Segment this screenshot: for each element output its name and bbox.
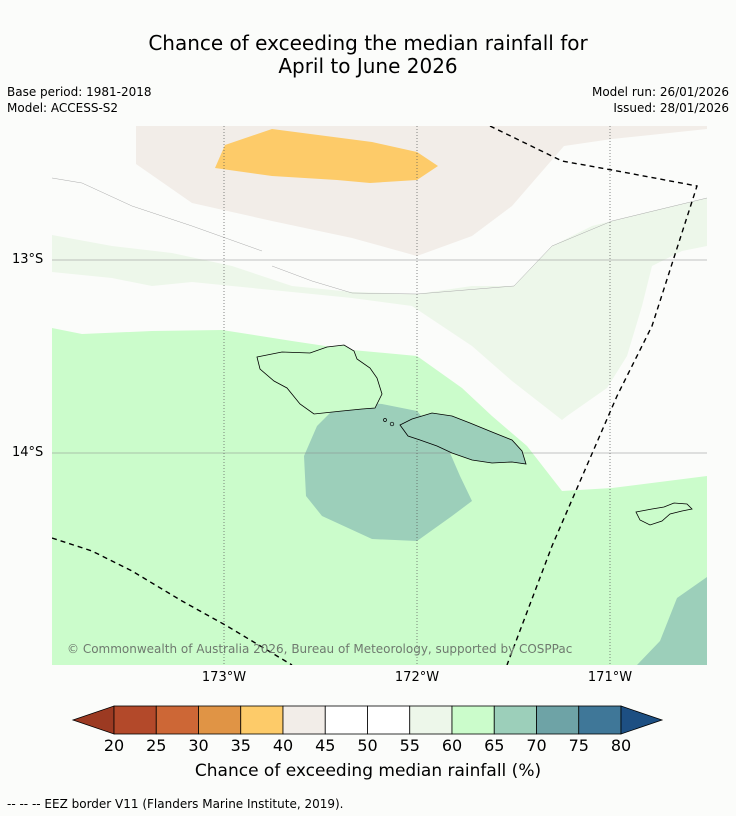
colorbar-cell xyxy=(113,705,157,735)
colorbar-cell xyxy=(282,705,326,735)
model-run-date: Model run: 26/01/2026 xyxy=(591,85,729,99)
region-70-75-southeast xyxy=(637,577,707,665)
eez-legend: -- -- -- EEZ border V11 (Flanders Marine… xyxy=(7,797,344,811)
rainfall-map xyxy=(52,126,707,665)
lat-label-14s: 14°S xyxy=(12,445,44,460)
colorbar-tick-label: 55 xyxy=(399,736,420,755)
colorbar-tick-label: 40 xyxy=(272,736,294,755)
colorbar-cell xyxy=(493,705,537,735)
copyright-notice: © Commonwealth of Australia 2026, Bureau… xyxy=(67,642,573,656)
base-period: Base period: 1981-2018 xyxy=(7,85,152,99)
lat-label-13s: 13°S xyxy=(12,252,44,267)
colorbar-cell xyxy=(367,705,411,735)
lon-label-173w: 173°W xyxy=(201,670,247,685)
colorbar-cell xyxy=(324,705,368,735)
colorbar-cell xyxy=(536,705,580,735)
colorbar-cell xyxy=(409,705,453,735)
colorbar-cell xyxy=(155,705,199,735)
colorbar-tick-label: 45 xyxy=(315,736,336,755)
island-savaii xyxy=(256,344,383,415)
colorbar-cell xyxy=(240,705,284,735)
colorbar-tick-label: 70 xyxy=(526,736,547,755)
colorbar xyxy=(71,705,664,735)
colorbar-tick-label: 50 xyxy=(357,736,378,755)
colorbar-label: Chance of exceeding median rainfall (%) xyxy=(194,761,542,781)
colorbar-over-arrow xyxy=(620,705,664,735)
lon-label-171w: 171°W xyxy=(587,670,633,685)
colorbar-under-arrow xyxy=(71,705,115,735)
region-35-40 xyxy=(215,129,438,183)
model-name: Model: ACCESS-S2 xyxy=(7,101,119,115)
eez-border xyxy=(489,126,698,665)
map-title-line2: April to June 2026 xyxy=(278,54,458,78)
region-60-65 xyxy=(52,198,707,420)
colorbar-tick-label: 35 xyxy=(230,736,251,755)
island-upolu xyxy=(399,412,527,465)
eez-border-southwest xyxy=(52,537,293,665)
colorbar-tick-label: 80 xyxy=(610,736,632,755)
colorbar-tick-label: 20 xyxy=(103,736,125,755)
island-tutuila xyxy=(635,502,693,526)
colorbar-cell xyxy=(578,705,622,735)
colorbar-cell xyxy=(451,705,495,735)
colorbar-tick-label: 30 xyxy=(188,736,209,755)
colorbar-tick-label: 75 xyxy=(568,736,589,755)
map-title-line1: Chance of exceeding the median rainfall … xyxy=(148,31,588,55)
colorbar-tick-label: 25 xyxy=(146,736,167,755)
colorbar-tick-label: 60 xyxy=(441,736,463,755)
issued-date: Issued: 28/01/2026 xyxy=(613,101,729,115)
colorbar-cell xyxy=(198,705,242,735)
colorbar-tick-label: 65 xyxy=(484,736,505,755)
lon-label-172w: 172°W xyxy=(394,670,440,685)
